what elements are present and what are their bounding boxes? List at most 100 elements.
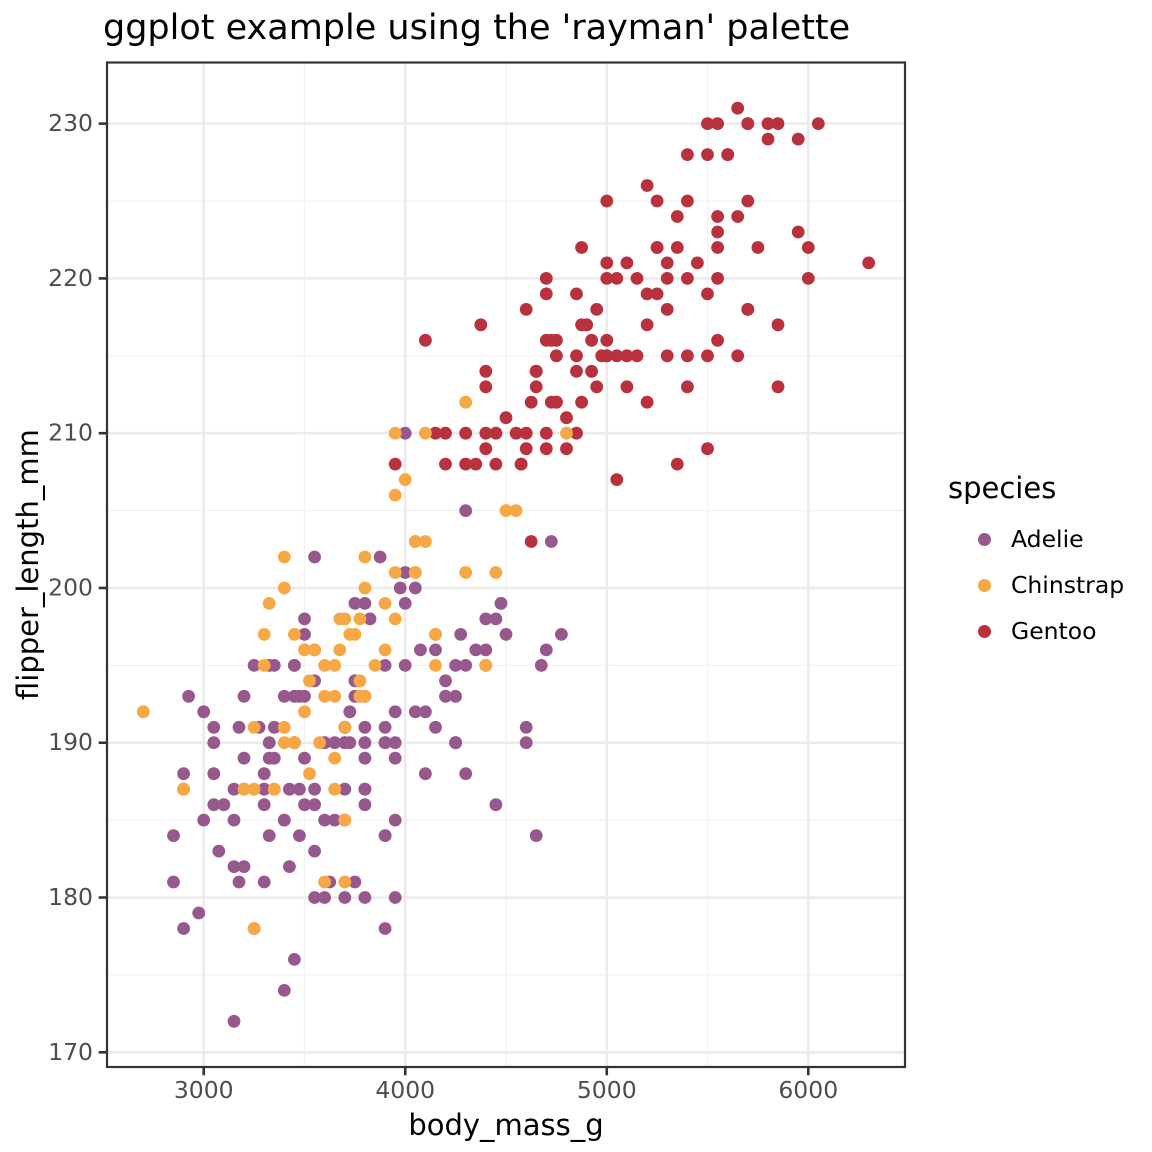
point-gentoo <box>570 349 583 363</box>
point-adelie <box>207 798 221 812</box>
point-gentoo <box>771 117 785 130</box>
point-adelie <box>257 798 271 812</box>
point-adelie <box>449 659 462 672</box>
point-chinstrap <box>408 566 422 579</box>
point-gentoo <box>741 117 755 130</box>
point-gentoo <box>459 457 473 471</box>
point-gentoo <box>570 364 583 378</box>
point-gentoo <box>761 132 775 146</box>
legend-item-gentoo: Gentoo <box>948 608 1124 654</box>
point-gentoo <box>711 241 724 254</box>
point-adelie <box>308 782 321 796</box>
point-gentoo <box>660 303 674 316</box>
point-gentoo <box>660 256 674 270</box>
x-tick-label: 3000 <box>174 1076 234 1104</box>
panel-border <box>105 61 907 1069</box>
y-tick-label: 170 <box>48 1038 93 1066</box>
legend-label-adelie: Adelie <box>1011 525 1084 553</box>
point-adelie <box>232 875 246 889</box>
point-gentoo <box>439 457 452 471</box>
point-gentoo <box>499 411 513 425</box>
point-adelie <box>378 659 392 672</box>
point-adelie <box>439 689 452 703</box>
point-adelie <box>358 597 372 610</box>
point-adelie <box>378 922 392 935</box>
point-chinstrap <box>318 875 331 889</box>
point-gentoo <box>711 225 724 239</box>
point-adelie <box>398 426 412 440</box>
point-gentoo <box>691 256 704 270</box>
point-gentoo <box>585 364 598 378</box>
point-gentoo <box>771 380 785 394</box>
point-gentoo <box>711 117 724 130</box>
point-adelie <box>358 891 372 904</box>
point-adelie <box>192 906 206 920</box>
point-chinstrap <box>338 875 352 889</box>
point-chinstrap <box>313 736 326 750</box>
point-gentoo <box>585 333 598 347</box>
point-adelie <box>378 829 392 842</box>
point-chinstrap <box>328 689 342 703</box>
point-gentoo <box>640 318 654 332</box>
point-gentoo <box>474 318 488 332</box>
point-chinstrap <box>338 813 352 827</box>
point-adelie <box>388 705 402 719</box>
point-gentoo <box>489 426 503 440</box>
point-gentoo <box>670 457 684 471</box>
point-adelie <box>489 612 503 626</box>
y-tick-label: 180 <box>48 883 93 911</box>
y-tick-label: 200 <box>48 573 93 601</box>
point-chinstrap <box>429 628 442 641</box>
point-adelie <box>293 829 306 842</box>
point-gentoo <box>539 426 553 440</box>
point-chinstrap <box>288 736 301 750</box>
point-gentoo <box>751 241 765 254</box>
point-adelie <box>167 875 180 889</box>
point-adelie <box>257 782 271 796</box>
point-gentoo <box>862 256 876 270</box>
legend-dot-adelie-icon <box>978 532 991 546</box>
x-tick-label: 6000 <box>778 1076 838 1104</box>
point-adelie <box>197 813 211 827</box>
point-adelie <box>419 705 432 719</box>
point-adelie <box>237 689 251 703</box>
point-chinstrap <box>237 782 251 796</box>
point-adelie <box>298 798 311 812</box>
point-gentoo <box>640 395 654 409</box>
point-adelie <box>267 720 281 734</box>
point-chinstrap <box>489 566 503 579</box>
point-gentoo <box>514 457 528 471</box>
point-chinstrap <box>459 395 473 409</box>
point-adelie <box>267 659 281 672</box>
point-chinstrap <box>136 705 150 719</box>
point-gentoo <box>479 426 493 440</box>
point-adelie <box>388 891 402 904</box>
point-adelie <box>288 659 301 672</box>
point-gentoo <box>388 457 402 471</box>
point-adelie <box>227 860 241 873</box>
point-adelie <box>207 767 221 781</box>
point-chinstrap <box>328 659 342 672</box>
point-adelie <box>328 736 342 750</box>
legend-item-chinstrap: Chinstrap <box>948 562 1124 608</box>
point-gentoo <box>459 426 473 440</box>
point-gentoo <box>711 272 724 285</box>
point-chinstrap <box>353 674 367 688</box>
point-gentoo <box>610 349 624 363</box>
point-adelie <box>308 550 321 564</box>
point-adelie <box>318 891 331 904</box>
point-gentoo <box>600 272 614 285</box>
point-gentoo <box>519 426 533 440</box>
point-gentoo <box>640 179 654 192</box>
point-adelie <box>167 829 180 842</box>
point-chinstrap <box>277 736 291 750</box>
point-adelie <box>358 736 372 750</box>
point-adelie <box>308 798 321 812</box>
point-gentoo <box>681 272 694 285</box>
x-axis-title: body_mass_g <box>408 1108 604 1142</box>
point-adelie <box>519 720 533 734</box>
point-chinstrap <box>398 473 412 486</box>
point-chinstrap <box>177 782 191 796</box>
point-gentoo <box>419 333 432 347</box>
